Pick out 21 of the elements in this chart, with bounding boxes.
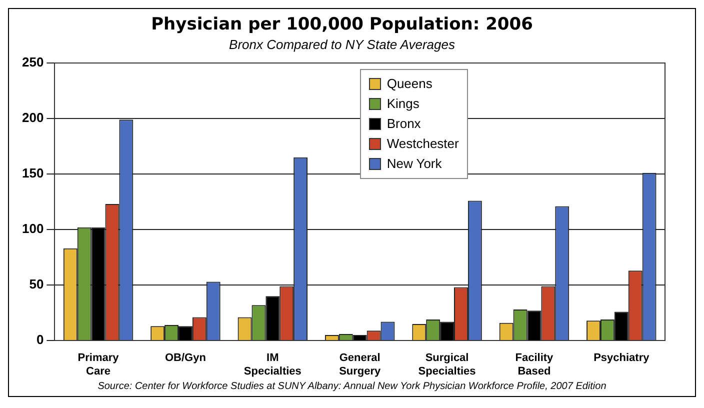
y-tick-label: 0	[36, 332, 44, 348]
chart-title: Physician per 100,000 Population: 2006	[151, 14, 533, 35]
chart-subtitle: Bronx Compared to NY State Averages	[229, 36, 456, 52]
x-tick-label: Surgical Specialties	[418, 352, 476, 378]
x-tick-label: OB/Gyn	[164, 352, 206, 364]
legend-label: Queens	[386, 75, 432, 93]
x-tick-label: General Surgery	[339, 352, 382, 378]
x-tick-label: Facility Based	[515, 352, 554, 378]
y-tick-label: 200	[22, 110, 44, 126]
y-tick-label: 50	[29, 276, 44, 292]
y-tick-label: 100	[22, 221, 44, 236]
x-tick-label: Psychiatry	[594, 352, 650, 364]
y-tick-label: 250	[22, 54, 44, 70]
x-tick-label: IM Specialties	[244, 352, 302, 378]
legend-label: New York	[386, 155, 442, 173]
y-tick-label: 150	[22, 166, 44, 181]
legend-label: Westchester	[386, 135, 459, 153]
x-tick-label: Primary Care	[78, 352, 120, 378]
source-note: Source: Center for Workforce Studies at SUNY Albany: Annual New York Physician Workforce Profile, 2007 Edition	[96, 381, 608, 394]
legend-label: Bronx	[386, 115, 421, 133]
legend-label: Kings	[386, 95, 420, 113]
